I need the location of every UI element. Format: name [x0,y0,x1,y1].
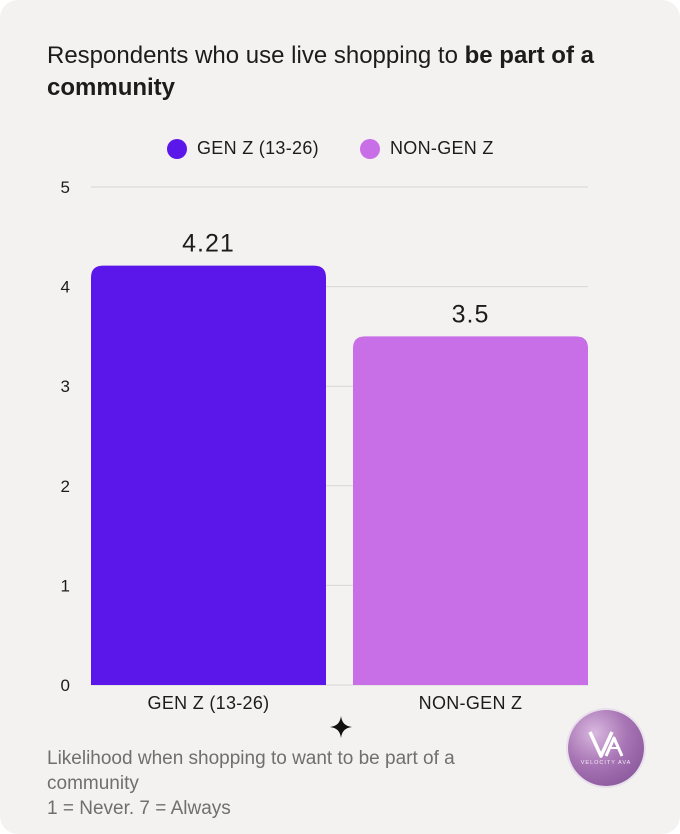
legend-swatch-gen-z [167,138,187,159]
chart-footnote: Likelihood when shopping to want to be p… [47,746,547,821]
data-label-1: 3.5 [452,300,490,328]
legend-label-non-gen-z: NON-GEN Z [390,138,494,158]
legend: GEN Z (13-26) NON-GEN Z [0,138,680,166]
y-tick-label-1: 1 [61,576,70,595]
footnote-line-1: Likelihood when shopping to want to be p… [47,748,455,769]
legend-swatch-non-gen-z [360,138,380,159]
brand-logo: VELOCITY AVA [568,710,644,786]
bar-0 [91,265,326,685]
legend-label-gen-z: GEN Z (13-26) [197,138,319,158]
footnote-line-2: community [47,773,139,794]
sparkle-icon [330,716,352,738]
bar-1 [353,336,588,685]
x-tick-label-0: GEN Z (13-26) [148,693,270,713]
footnote-line-3: 1 = Never. 7 = Always [47,798,231,819]
legend-item-non-gen-z: NON-GEN Z [360,138,494,159]
title-regular: Respondents who use live shopping to [47,42,465,69]
legend-item-gen-z: GEN Z (13-26) [167,138,319,159]
x-tick-label-1: NON-GEN Z [419,693,523,713]
va-monogram-icon [588,731,624,758]
y-tick-label-5: 5 [61,178,70,197]
chart-title: Respondents who use live shopping to be … [47,40,647,104]
y-tick-label-0: 0 [61,676,70,695]
logo-text: VELOCITY AVA [580,760,632,766]
data-label-0: 4.21 [182,230,235,258]
title-bold: be part of a community [47,42,594,101]
y-tick-label-4: 4 [61,278,70,297]
y-tick-label-3: 3 [61,377,70,396]
y-tick-label-2: 2 [61,477,70,496]
